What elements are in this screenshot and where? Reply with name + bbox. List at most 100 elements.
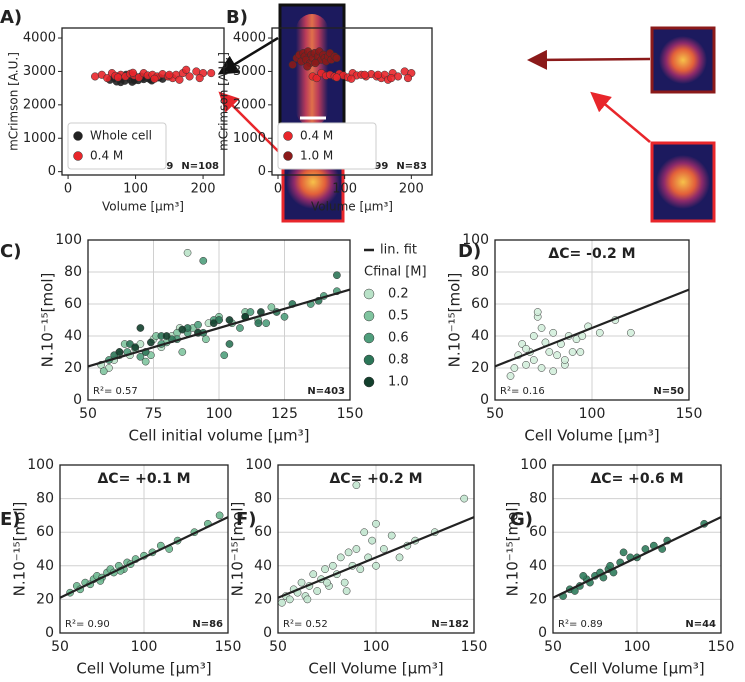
x-tick-label: 50 bbox=[544, 639, 562, 655]
x-axis-label: Cell Volume [μm³] bbox=[308, 660, 443, 678]
x-axis-label: Cell initial volume [μm³] bbox=[128, 427, 309, 445]
x-tick-label: 100 bbox=[206, 406, 233, 422]
y-tick-label: 40 bbox=[471, 328, 489, 344]
data-point bbox=[332, 54, 341, 63]
plot-frame bbox=[277, 464, 475, 634]
data-point bbox=[347, 74, 356, 83]
data-point bbox=[379, 545, 388, 553]
legend-label: 0.5 bbox=[388, 309, 409, 324]
data-point bbox=[220, 351, 229, 360]
y-axis-label: N.10⁻¹⁵[mol] bbox=[446, 273, 464, 368]
data-point bbox=[368, 536, 376, 545]
data-point bbox=[553, 351, 561, 360]
legend-marker bbox=[73, 131, 83, 141]
plot-frame bbox=[271, 27, 433, 176]
data-point bbox=[403, 74, 413, 83]
y-axis-label: mCrimson [A.U.] bbox=[7, 52, 21, 151]
x-tick-label: 50 bbox=[51, 639, 69, 655]
data-point bbox=[103, 74, 112, 83]
data-point bbox=[278, 598, 286, 607]
data-point bbox=[332, 73, 341, 82]
y-tick-label: 60 bbox=[36, 524, 54, 540]
data-point bbox=[262, 319, 271, 328]
data-point bbox=[619, 548, 628, 557]
x-axis-label: Cell Volume [μm³] bbox=[76, 660, 211, 678]
y-tick-label: 80 bbox=[254, 491, 272, 507]
annotation: R²= 0.57 bbox=[93, 386, 138, 397]
y-tick-label: 2000 bbox=[233, 97, 266, 112]
legend-marker bbox=[363, 332, 375, 344]
x-tick-label: 50 bbox=[269, 639, 287, 655]
x-tick-label: 150 bbox=[461, 639, 488, 655]
data-point bbox=[400, 67, 409, 76]
data-point bbox=[352, 481, 361, 490]
data-point bbox=[560, 356, 569, 364]
y-tick-label: 4000 bbox=[23, 31, 56, 46]
y-tick-label: 0 bbox=[45, 625, 54, 641]
data-point bbox=[185, 72, 194, 81]
legend-box bbox=[67, 122, 167, 170]
y-tick-label: 40 bbox=[529, 558, 547, 574]
y-tick-label: 0 bbox=[48, 164, 56, 179]
data-point bbox=[165, 70, 174, 79]
x-tick-label: 75 bbox=[145, 406, 163, 422]
legend-marker bbox=[363, 288, 375, 300]
x-tick-label: 125 bbox=[271, 406, 298, 422]
x-tick-label: 150 bbox=[215, 639, 242, 655]
y-tick-label: 0 bbox=[263, 625, 272, 641]
data-point bbox=[372, 519, 380, 528]
legend-label: 0.2 bbox=[388, 287, 409, 302]
data-point bbox=[549, 367, 558, 376]
y-tick-label: 20 bbox=[529, 591, 547, 607]
panel-title: ΔC= -0.2 M bbox=[548, 246, 635, 262]
x-tick-label: 0 bbox=[64, 182, 72, 197]
legend-marker bbox=[363, 310, 375, 322]
legend-label: 0.4 M bbox=[300, 129, 333, 143]
fit-line bbox=[277, 516, 475, 599]
data-point bbox=[549, 328, 558, 337]
x-tick-label: 150 bbox=[708, 639, 735, 655]
data-point bbox=[225, 340, 234, 348]
annotation: N=83 bbox=[396, 161, 427, 172]
legend-label: 0.6 bbox=[388, 331, 409, 346]
data-point bbox=[387, 531, 396, 540]
y-tick-label: 4000 bbox=[233, 31, 266, 46]
data-point bbox=[246, 308, 255, 316]
data-point bbox=[192, 67, 201, 76]
plot-frame bbox=[61, 27, 225, 176]
data-point bbox=[175, 75, 184, 84]
data-point bbox=[312, 74, 321, 83]
fit-line bbox=[494, 288, 690, 368]
y-tick-label: 60 bbox=[254, 524, 272, 540]
panel: F) 0 20 40 60 80 100 50 100 150 Cell Volume [μm³] N… bbox=[229, 457, 488, 678]
data-point bbox=[285, 595, 294, 604]
panel-title: ΔC= +0.2 M bbox=[329, 471, 422, 487]
x-axis-label: Volume [µm³] bbox=[311, 200, 393, 214]
data-point bbox=[387, 74, 396, 83]
y-tick-label: 100 bbox=[55, 232, 82, 248]
panel: D) 0 20 40 60 80 100 50 100 150 Cell Volume [μm³] N… bbox=[446, 232, 703, 445]
x-tick-label: 150 bbox=[676, 406, 703, 422]
y-tick-label: 100 bbox=[520, 457, 547, 473]
annotation: N=182 bbox=[431, 619, 469, 630]
y-axis-label: N.10⁻¹⁵[mol] bbox=[504, 502, 522, 597]
legend-label: Whole cell bbox=[90, 129, 152, 143]
x-axis-label: Cell Volume [μm³] bbox=[524, 427, 659, 445]
y-tick-label: 60 bbox=[529, 524, 547, 540]
data-point bbox=[576, 348, 585, 356]
data-point bbox=[313, 587, 322, 595]
y-tick-label: 0 bbox=[258, 164, 266, 179]
annotation: N=86 bbox=[192, 619, 223, 630]
y-tick-label: 0 bbox=[73, 392, 82, 408]
data-point bbox=[280, 312, 289, 321]
legend-marker bbox=[283, 131, 293, 141]
data-point bbox=[356, 565, 365, 574]
data-point bbox=[131, 343, 140, 352]
data-point bbox=[529, 356, 538, 364]
annotation: R²= 0.89 bbox=[558, 619, 603, 630]
data-point bbox=[537, 364, 546, 372]
legend-label: 1.0 M bbox=[300, 149, 333, 163]
x-tick-label: 150 bbox=[337, 406, 364, 422]
data-point bbox=[510, 364, 519, 372]
y-tick-label: 80 bbox=[64, 264, 82, 280]
